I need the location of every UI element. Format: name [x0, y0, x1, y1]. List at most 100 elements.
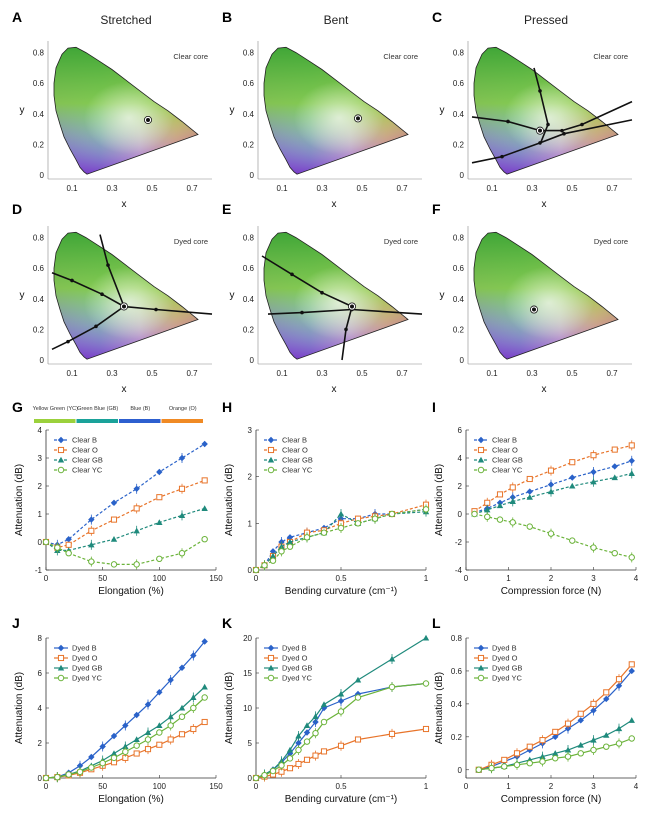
- data-point: [76, 768, 84, 776]
- y-tick-label: 0.2: [453, 140, 465, 149]
- data-point: [201, 718, 208, 726]
- y-tick-label: 0.2: [33, 325, 45, 334]
- trajectory-marker: [320, 290, 324, 295]
- y-tick-label: 15: [243, 669, 252, 678]
- color-band-label: Yellow Green (YC): [33, 406, 79, 412]
- x-tick-label: 0: [464, 574, 469, 583]
- data-point: [312, 713, 319, 719]
- y-axis-label: y: [20, 290, 25, 301]
- data-point: [286, 765, 294, 772]
- x-tick-label: 0.3: [106, 184, 118, 193]
- y-axis-label: Attenuation (dB): [224, 672, 235, 744]
- data-point: [110, 499, 118, 506]
- y-tick-label: 0.6: [453, 264, 465, 273]
- y-tick-label: 2: [458, 482, 463, 491]
- data-point: [57, 466, 65, 474]
- data-point: [628, 470, 635, 476]
- x-tick-label: 0: [254, 574, 259, 583]
- data-point: [167, 676, 174, 684]
- panel-letter: L: [432, 615, 441, 631]
- y-tick-label: 6: [458, 426, 463, 435]
- chromaticity-panel: 0.1 0.3 0.5 0.7 0 0.2 0.4 0.6 0.8 x y Dyed core: [440, 226, 632, 395]
- data-point: [286, 746, 294, 753]
- data-point: [269, 557, 277, 564]
- data-point: [295, 739, 302, 747]
- data-point: [422, 506, 430, 513]
- x-tick-label: 0.7: [186, 184, 198, 193]
- data-point: [501, 756, 508, 763]
- data-point: [267, 674, 275, 682]
- y-tick-label: 0.4: [453, 295, 465, 304]
- x-tick-label: 3: [591, 574, 596, 583]
- x-tick-label: 0.7: [606, 369, 618, 378]
- x-tick-label: 0.1: [276, 369, 288, 378]
- y-tick-label: 0.4: [33, 110, 45, 119]
- y-axis-label: Attenuation (dB): [14, 464, 25, 536]
- data-point: [88, 753, 95, 761]
- x-tick-label: 0.7: [396, 184, 408, 193]
- x-tick-label: 0.3: [316, 184, 328, 193]
- x-tick-label: 0.7: [186, 369, 198, 378]
- data-point: [57, 664, 65, 671]
- data-point: [167, 736, 174, 743]
- data-point: [269, 767, 277, 775]
- trajectory-marker: [562, 131, 566, 136]
- legend-label: Dyed YC: [492, 674, 522, 683]
- data-point: [88, 527, 95, 534]
- data-point: [190, 704, 197, 712]
- data-point: [57, 446, 65, 454]
- data-point: [144, 746, 152, 753]
- x-tick-label: 2: [549, 782, 554, 791]
- data-point: [110, 750, 118, 757]
- x-tick-label: 0.5: [146, 369, 158, 378]
- data-point: [178, 704, 186, 711]
- data-point: [628, 554, 635, 561]
- data-point: [611, 474, 618, 481]
- data-point: [190, 652, 197, 659]
- data-point: [422, 680, 430, 687]
- data-point: [303, 738, 311, 745]
- data-point: [564, 753, 572, 760]
- x-axis-label: x: [332, 199, 337, 210]
- legend-label: Dyed GB: [492, 664, 522, 673]
- data-point: [569, 537, 576, 544]
- spectral-locus: [53, 46, 199, 175]
- data-point: [488, 764, 495, 772]
- legend-label: Dyed YC: [282, 674, 312, 683]
- y-axis-label: Attenuation (dB): [434, 464, 445, 536]
- y-tick-label: -1: [35, 566, 43, 575]
- trajectory-marker: [560, 128, 564, 133]
- column-title: Pressed: [524, 13, 568, 27]
- data-point: [88, 764, 95, 771]
- x-tick-label: 0: [464, 782, 469, 791]
- data-point: [144, 729, 152, 736]
- data-point: [388, 683, 396, 691]
- chromaticity-panel: 0.1 0.3 0.5 0.7 0 0.2 0.4 0.6 0.8 x y Clear core: [230, 41, 422, 210]
- data-point: [590, 468, 597, 476]
- data-point: [42, 538, 50, 546]
- data-point: [303, 729, 311, 736]
- data-point: [156, 689, 163, 696]
- panel-letter: D: [12, 201, 22, 217]
- y-axis-label: Attenuation (dB): [14, 672, 25, 744]
- x-axis-label: Elongation (%): [98, 794, 164, 805]
- data-point: [552, 728, 559, 735]
- data-point: [110, 516, 118, 523]
- y-tick-label: 0.8: [453, 234, 465, 243]
- data-point: [337, 524, 345, 532]
- data-point: [422, 725, 430, 733]
- trajectory-marker: [344, 327, 348, 332]
- data-point: [286, 534, 294, 541]
- data-point: [611, 446, 618, 453]
- data-point: [547, 530, 555, 537]
- data-point: [156, 519, 163, 525]
- data-point: [513, 761, 521, 769]
- panel-letter: K: [222, 615, 232, 631]
- trajectory-line: [51, 272, 125, 308]
- panel-letter: I: [432, 399, 436, 415]
- panel-letter: G: [12, 399, 23, 415]
- legend-label: Dyed O: [492, 654, 518, 663]
- data-point: [590, 700, 597, 707]
- data-point: [603, 695, 610, 703]
- data-point: [590, 707, 597, 714]
